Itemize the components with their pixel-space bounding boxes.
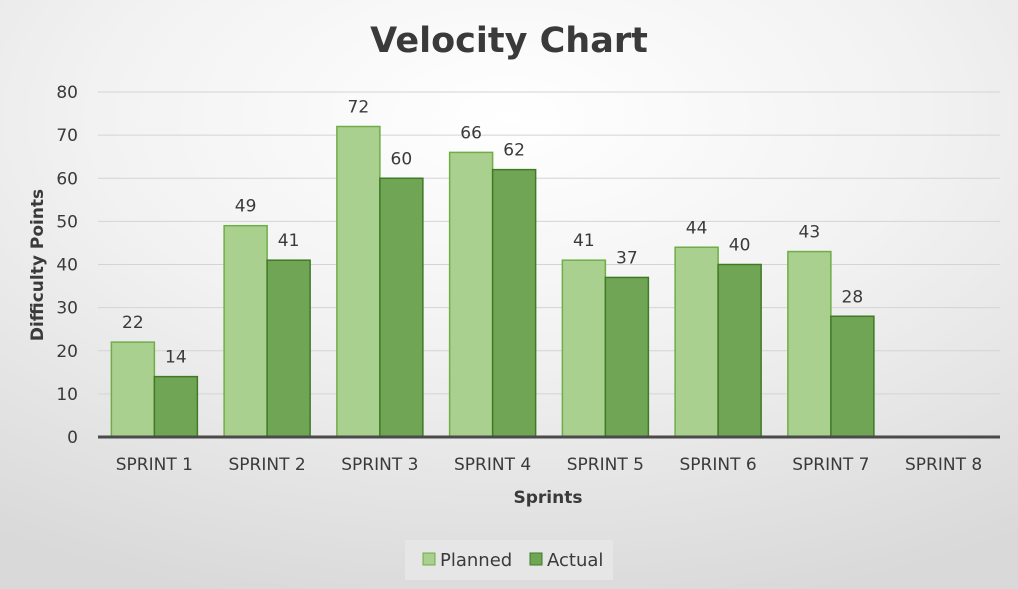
y-tick-label: 20: [56, 342, 78, 362]
bar-planned: [223, 224, 268, 438]
bar-planned: [336, 125, 381, 438]
legend-label-actual: Actual: [547, 550, 603, 571]
data-label: 41: [278, 231, 300, 251]
data-label: 60: [391, 149, 413, 169]
bar-actual: [830, 315, 875, 438]
bar-actual: [491, 168, 537, 438]
legend-swatch-planned: [422, 552, 436, 566]
data-label: 22: [122, 313, 144, 333]
x-category-label: SPRINT 8: [905, 455, 982, 475]
data-label: 66: [460, 123, 482, 143]
bar-planned: [674, 246, 719, 438]
data-label: 49: [235, 197, 257, 217]
x-category-label: SPRINT 4: [454, 455, 531, 475]
bar-actual: [379, 177, 424, 438]
data-label: 62: [503, 141, 525, 161]
data-label: 43: [799, 223, 821, 243]
x-category-label: SPRINT 6: [680, 455, 757, 475]
data-label: 28: [842, 287, 864, 307]
x-axis-title: Sprints: [514, 488, 583, 508]
legend-label-planned: Planned: [440, 550, 512, 571]
y-tick-label: 60: [56, 169, 78, 189]
bar-actual: [604, 276, 650, 438]
data-label: 14: [165, 348, 187, 368]
legend-box: [405, 540, 613, 580]
y-tick-label: 0: [67, 428, 78, 448]
y-tick-label: 40: [56, 256, 78, 276]
y-tick-label: 50: [56, 212, 78, 232]
x-category-label: SPRINT 2: [229, 455, 306, 475]
bar-planned: [448, 151, 494, 438]
data-label: 41: [573, 231, 595, 251]
y-tick-label: 80: [56, 83, 78, 103]
x-category-label: SPRINT 5: [567, 455, 644, 475]
x-category-label: SPRINT 1: [116, 455, 193, 475]
bar-planned: [561, 259, 607, 438]
bar-planned: [110, 341, 156, 438]
y-tick-label: 30: [56, 299, 78, 319]
x-axis-categories: SPRINT 1 SPRINT 2 SPRINT 3 SPRINT 4 SPRINT 5…: [116, 455, 982, 475]
y-axis-ticks: 0 10 20 30 40 50 60 70 80: [56, 83, 78, 448]
y-tick-label: 70: [56, 126, 78, 146]
data-label: 72: [348, 98, 370, 118]
bar-actual: [153, 375, 199, 438]
legend: Planned Actual: [405, 540, 613, 580]
x-category-label: SPRINT 3: [341, 455, 418, 475]
x-category-label: SPRINT 7: [792, 455, 869, 475]
legend-swatch-actual: [529, 552, 543, 566]
data-label: 44: [686, 218, 708, 238]
y-axis-title: Difficulty Points: [28, 189, 48, 341]
bar-planned: [787, 250, 832, 438]
bar-actual: [266, 259, 311, 438]
data-labels: 22 14 49 41 72 60 66 62 41 37 44 40 43 28: [122, 98, 863, 368]
bar-actual: [717, 263, 762, 438]
data-label: 37: [616, 248, 638, 268]
y-tick-label: 10: [56, 385, 78, 405]
bars: [110, 125, 875, 438]
chart-title: Velocity Chart: [370, 21, 648, 61]
data-label: 40: [729, 236, 751, 256]
